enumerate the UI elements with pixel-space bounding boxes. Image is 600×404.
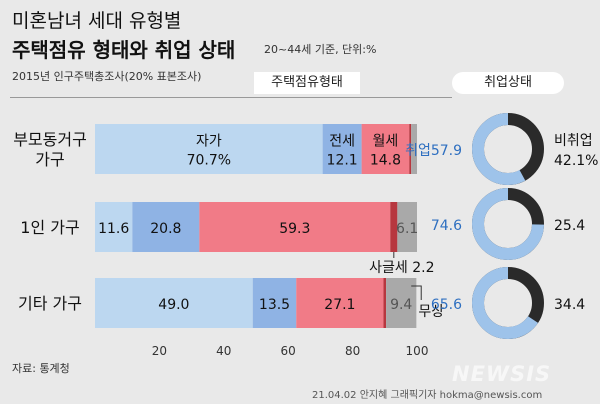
x-tick-label: 60 <box>281 344 296 358</box>
donut-label-unemployed: 34.4 <box>554 297 585 313</box>
donut-label-employed: 취업57.9 <box>405 143 462 159</box>
x-tick-label: 80 <box>345 344 360 358</box>
annotation-label: 사글세 2.2 <box>369 260 434 276</box>
data-label: 20.8 <box>150 221 181 237</box>
chart-title-line2: 주택점유 형태와 취업 상태 <box>12 38 236 62</box>
data-label: 27.1 <box>324 297 355 313</box>
data-label: 11.6 <box>98 221 129 237</box>
data-label: 월세 14.8 <box>370 134 401 169</box>
category-label: 1인 가구 <box>20 218 79 237</box>
data-label: 59.3 <box>279 221 310 237</box>
bar-segment <box>383 278 387 328</box>
category-label: 부모동거구 가구 <box>13 130 87 169</box>
bar-segment <box>322 124 362 174</box>
data-label: 전세 12.1 <box>327 134 358 169</box>
source-note: 자료: 통계청 <box>12 362 70 375</box>
newsis-watermark: NEWSIS <box>452 362 552 386</box>
survey-note: 2015년 인구주택총조사(20% 표본조사) <box>12 70 202 83</box>
donut-label-employed: 65.6 <box>431 297 462 313</box>
header-divider <box>10 97 452 98</box>
donut-slice-employed <box>472 267 544 339</box>
x-tick-label: 20 <box>152 344 167 358</box>
annotation-leader <box>411 285 422 300</box>
donut-label-unemployed: 25.4 <box>554 218 585 234</box>
data-label: 6.1 <box>396 221 418 237</box>
donut-label-employed: 74.6 <box>431 218 462 234</box>
bar-segment <box>95 278 253 328</box>
bar-segment <box>397 202 417 252</box>
bar-segment <box>132 202 200 252</box>
bar-segment <box>296 278 384 328</box>
x-tick-label: 40 <box>216 344 231 358</box>
donut-label-unemployed: 비취업 42.1% <box>554 133 598 169</box>
donut-slice-employed <box>472 113 544 185</box>
chart-title-line1: 미혼남녀 세대 유형별 <box>12 10 182 32</box>
employment-header: 취업상태 <box>452 72 564 94</box>
credit-line: 21.04.02 안지혜 그래픽기자 hokma@newsis.com <box>312 390 543 401</box>
bar-segment <box>252 278 297 328</box>
bar-segment <box>199 202 391 252</box>
unit-note: 20~44세 기준, 단위:% <box>264 43 377 56</box>
bar-segment <box>361 124 410 174</box>
bar-segment <box>95 202 133 252</box>
bar-segment <box>411 124 417 174</box>
data-label: 9.4 <box>390 297 412 313</box>
bar-segment <box>409 124 412 174</box>
category-label: 기타 가구 <box>18 294 82 313</box>
tenure-header: 주택점유형태 <box>254 72 360 94</box>
bar-segment <box>95 124 323 174</box>
data-label: 13.5 <box>259 297 290 313</box>
bar-segment <box>390 202 398 252</box>
data-label: 49.0 <box>158 297 189 313</box>
donut-slice-employed <box>472 188 544 260</box>
data-label: 자가 70.7% <box>187 134 231 169</box>
x-tick-label: 100 <box>406 344 429 358</box>
annotation-label: 무상 <box>418 304 444 320</box>
